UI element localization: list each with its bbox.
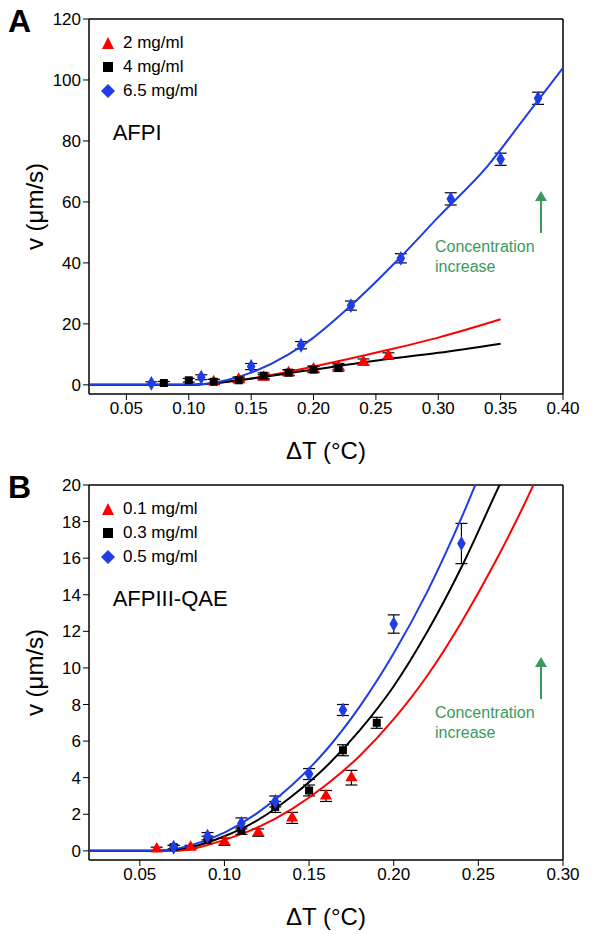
- html-text:increase: increase: [435, 723, 496, 741]
- html-text:AFPI: AFPI: [112, 120, 162, 146]
- html-text:0.1 mg/ml: 0.1 mg/ml: [123, 499, 198, 518]
- svg-text:18: 18: [62, 513, 81, 532]
- html-text:4 mg/ml: 4 mg/ml: [123, 57, 184, 76]
- html-text:Concentration: Concentration: [435, 237, 535, 255]
- svg-text:80: 80: [62, 132, 81, 151]
- svg-text:20: 20: [62, 476, 81, 495]
- svg-text:0.30: 0.30: [546, 865, 579, 884]
- svg-text:16: 16: [62, 549, 81, 568]
- html-text:AFPIII-QAE: AFPIII-QAE: [112, 586, 228, 612]
- svg-text:120: 120: [53, 10, 81, 29]
- svg-text:14: 14: [62, 586, 81, 605]
- svg-text:0.20: 0.20: [297, 399, 330, 418]
- svg-text:100: 100: [53, 71, 81, 90]
- svg-text:8: 8: [72, 696, 81, 715]
- svg-text:0.05: 0.05: [110, 399, 143, 418]
- svg-text:40: 40: [62, 254, 81, 273]
- html-text:0.5 mg/ml: 0.5 mg/ml: [123, 547, 198, 566]
- svg-text:0.10: 0.10: [208, 865, 241, 884]
- svg-text:10: 10: [62, 659, 81, 678]
- html-text:B: B: [8, 469, 32, 505]
- html-text:2 mg/ml: 2 mg/ml: [123, 33, 184, 52]
- html-text:6.5 mg/ml: 6.5 mg/ml: [123, 81, 198, 100]
- svg-text:0.05: 0.05: [123, 865, 156, 884]
- svg-text:0.20: 0.20: [377, 865, 410, 884]
- svg-text:20: 20: [62, 315, 81, 334]
- html-text:increase: increase: [435, 257, 496, 275]
- svg-text:0.10: 0.10: [172, 399, 205, 418]
- svg-text:12: 12: [62, 622, 81, 641]
- svg-text:4: 4: [72, 769, 81, 788]
- html-text:A: A: [8, 3, 32, 39]
- svg-text:0.25: 0.25: [462, 865, 495, 884]
- html-text:0.3 mg/ml: 0.3 mg/ml: [123, 523, 198, 542]
- svg-text:0: 0: [72, 376, 81, 395]
- svg-text:v (μm/s): v (μm/s): [21, 629, 48, 716]
- svg-text:0.35: 0.35: [484, 399, 517, 418]
- svg-text:0: 0: [72, 842, 81, 861]
- svg-text:0.15: 0.15: [235, 399, 268, 418]
- svg-text:v (μm/s): v (μm/s): [21, 163, 48, 250]
- svg-text:6: 6: [72, 732, 81, 751]
- svg-text:0.25: 0.25: [359, 399, 392, 418]
- svg-text:60: 60: [62, 193, 81, 212]
- svg-text:ΔT (°C): ΔT (°C): [286, 437, 366, 464]
- svg-text:ΔT (°C): ΔT (°C): [286, 903, 366, 930]
- svg-text:0.15: 0.15: [293, 865, 326, 884]
- svg-text:2: 2: [72, 805, 81, 824]
- svg-text:0.40: 0.40: [546, 399, 579, 418]
- html-text:Concentration: Concentration: [435, 703, 535, 721]
- svg-text:0.30: 0.30: [422, 399, 455, 418]
